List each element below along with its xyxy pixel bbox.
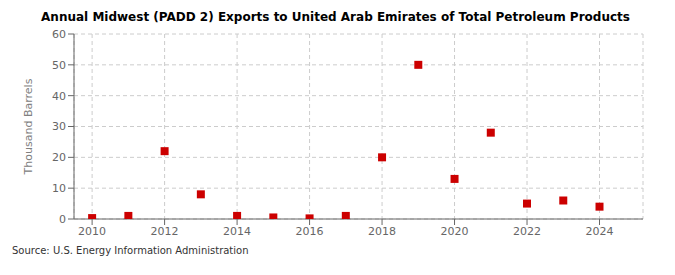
svg-text:2010: 2010 [78, 225, 106, 238]
svg-text:50: 50 [52, 59, 66, 72]
html-text:Annual Midwest (PADD 2) Export: Annual Midwest (PADD 2) Exports to Unite… [41, 10, 630, 24]
svg-text:0: 0 [59, 213, 66, 226]
svg-text:2024: 2024 [586, 225, 614, 238]
svg-text:2012: 2012 [151, 225, 179, 238]
svg-text:2020: 2020 [441, 225, 469, 238]
svg-text:Thousand Barrels: Thousand Barrels [22, 78, 35, 175]
svg-text:60: 60 [52, 28, 66, 41]
html-text:Source: U.S. Energy Informatio: Source: U.S. Energy Information Administ… [12, 245, 249, 256]
svg-text:2014: 2014 [223, 225, 251, 238]
svg-text:30: 30 [52, 120, 66, 133]
svg-text:2018: 2018 [368, 225, 396, 238]
svg-text:20: 20 [52, 151, 66, 164]
svg-text:10: 10 [52, 182, 66, 195]
svg-text:2016: 2016 [296, 225, 324, 238]
svg-text:2022: 2022 [513, 225, 541, 238]
svg-text:40: 40 [52, 90, 66, 103]
